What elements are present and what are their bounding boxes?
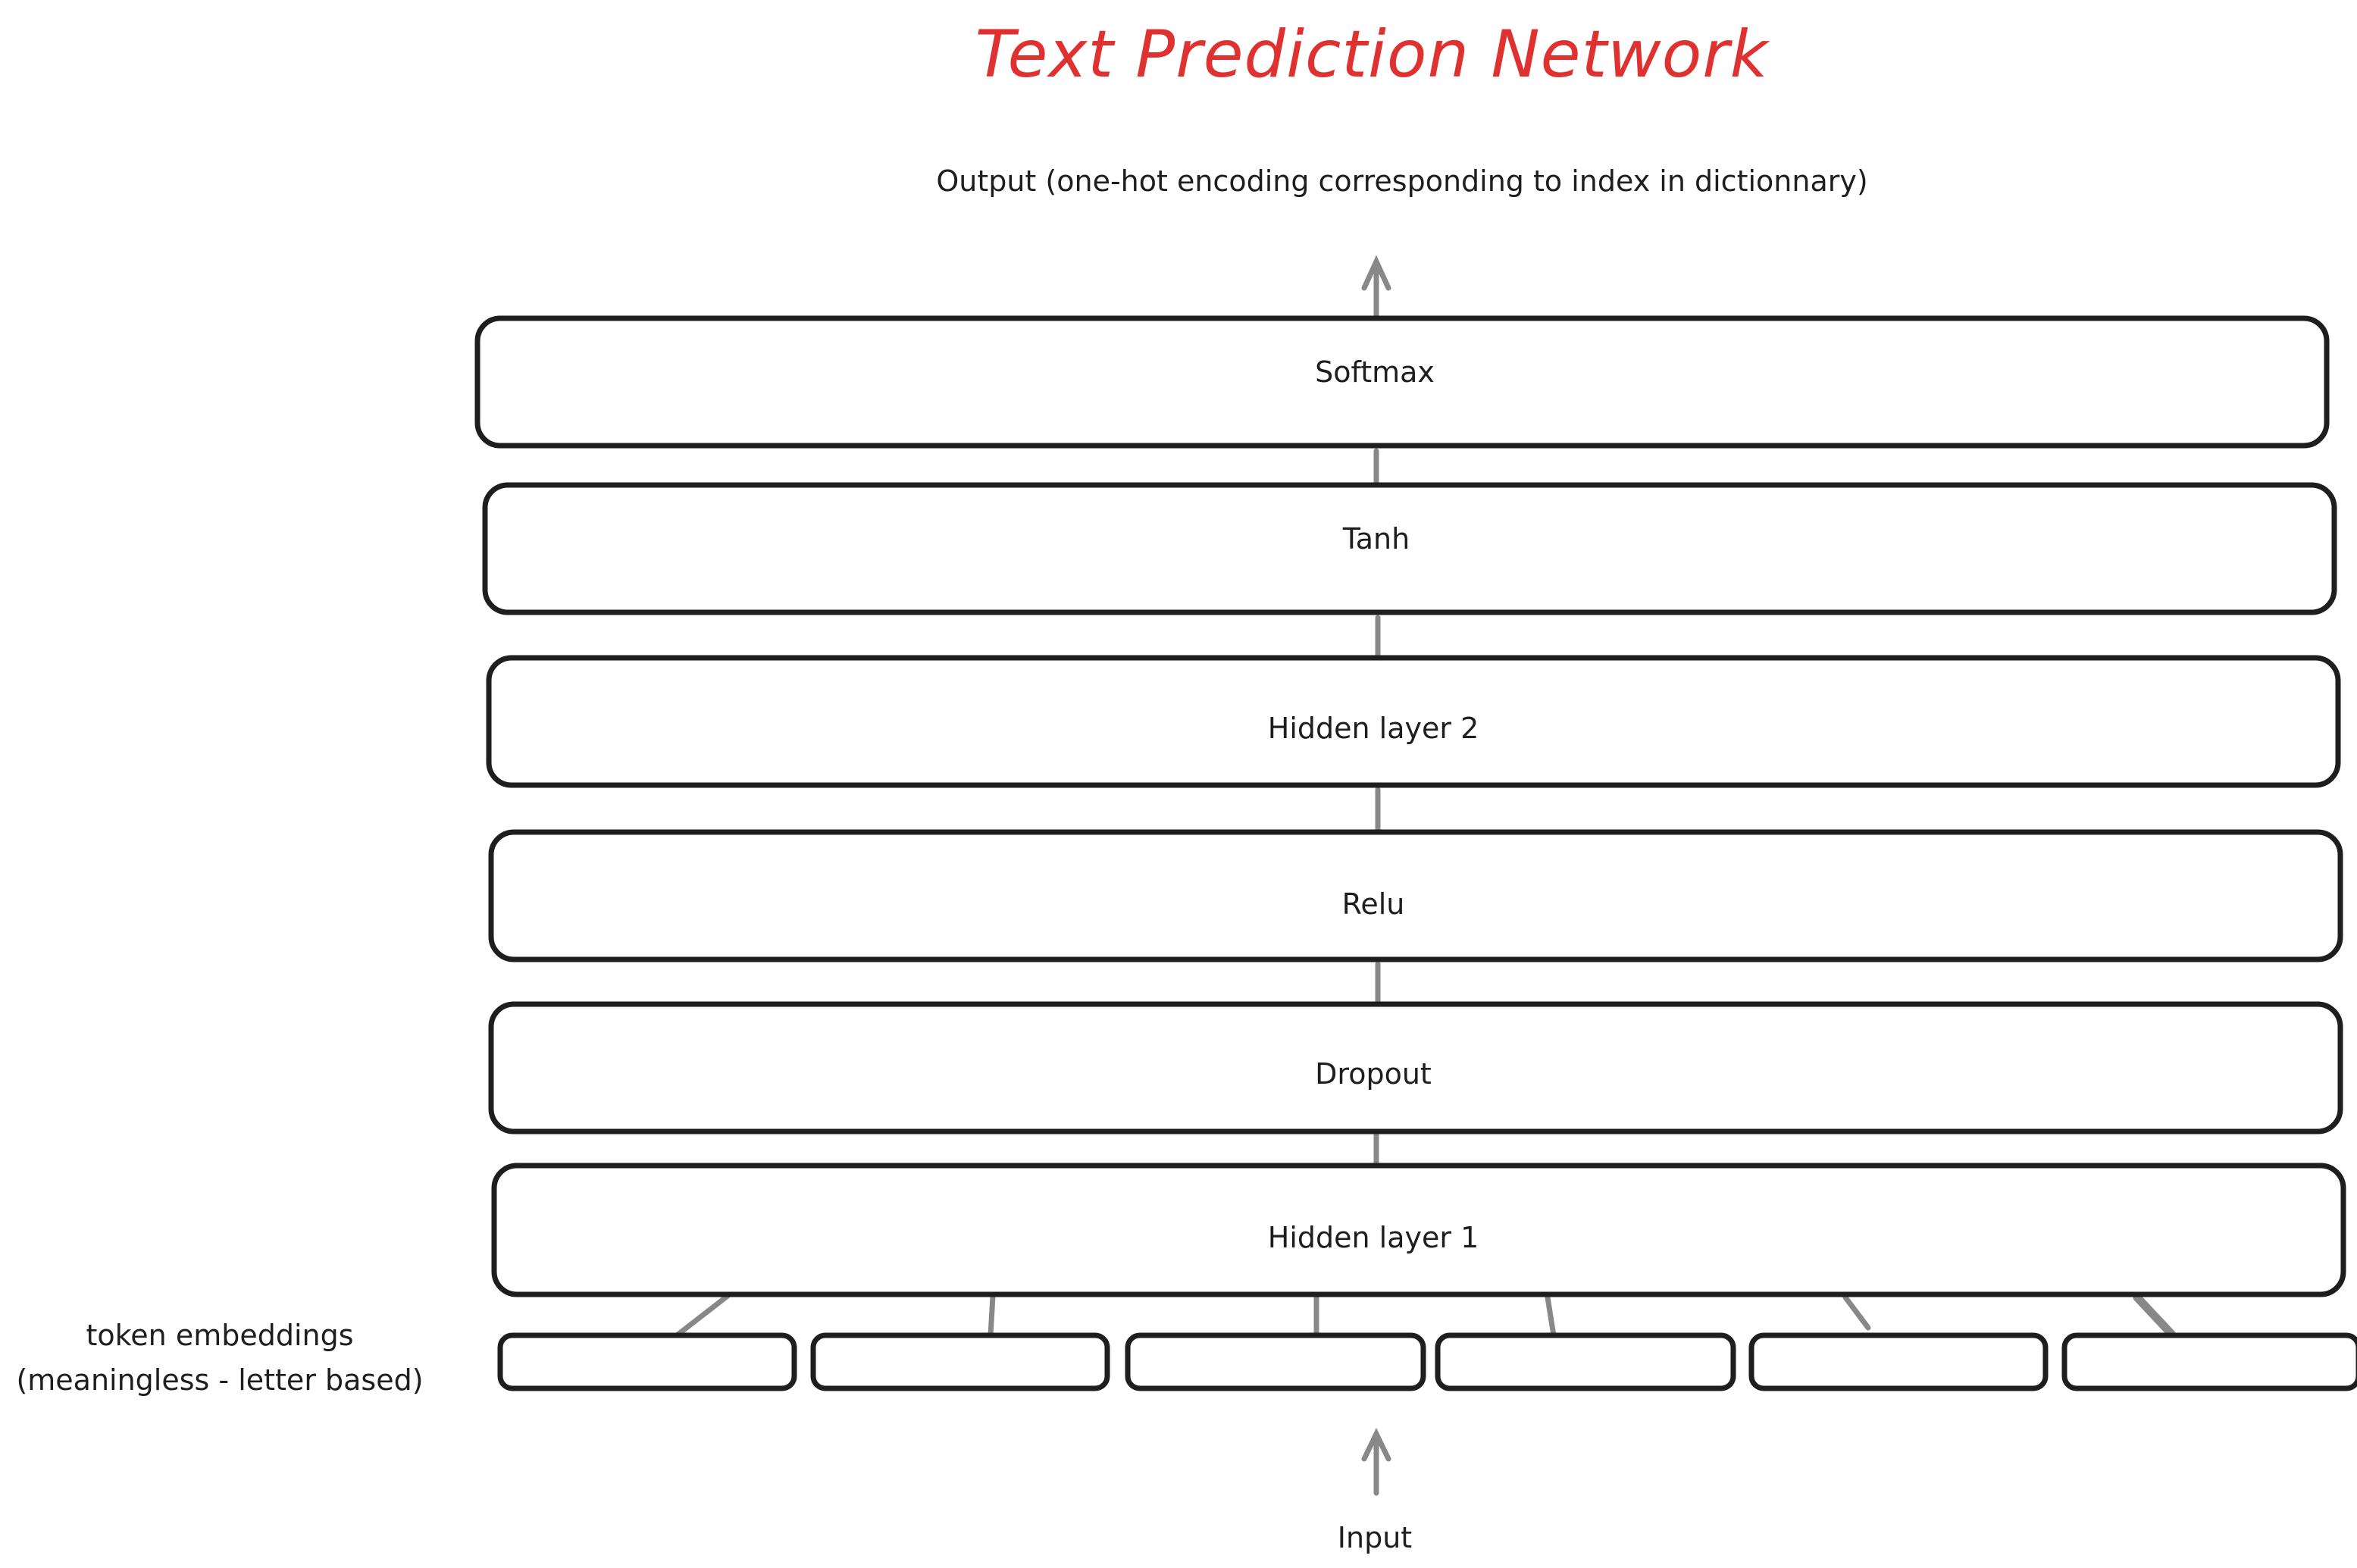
layer-relu-label: Relu: [1341, 887, 1405, 922]
token-embedding-box-6: [2061, 1332, 2357, 1391]
connector-token-2: [988, 1293, 996, 1338]
token-embedding-box-5: [1748, 1332, 2049, 1391]
token-embedding-box-1: [497, 1332, 797, 1391]
layer-box-hidden1: [491, 1163, 2346, 1297]
layer-box-softmax: [474, 315, 2330, 449]
layer-box-hidden2: [486, 655, 2341, 788]
input-arrow-head: [1361, 1427, 1391, 1462]
output-arrow-head: [1361, 255, 1391, 291]
token-embedding-box-4: [1435, 1332, 1736, 1391]
layer-hidden1-label: Hidden layer 1: [1267, 1221, 1479, 1255]
layer-box-relu: [488, 829, 2343, 962]
connector-token-1: [674, 1293, 731, 1338]
token-embedding-box-2: [810, 1332, 1110, 1391]
layer-dropout-label: Dropout: [1315, 1057, 1432, 1091]
layer-tanh-label: Tanh: [1342, 522, 1410, 556]
token-embeddings-line2: (meaningless - letter based): [16, 1363, 424, 1397]
connector-token-6: [2133, 1293, 2176, 1338]
connector-token-4: [1545, 1294, 1557, 1338]
layer-box-dropout: [488, 1001, 2343, 1135]
token-embeddings-line1: token embeddings: [86, 1319, 354, 1353]
connector-token-5: [1842, 1294, 1871, 1331]
output-label: Output (one-hot encoding corresponding t…: [936, 164, 1868, 199]
token-embedding-box-3: [1125, 1332, 1426, 1391]
token-embeddings-note: token embeddings (meaningless - letter b…: [16, 1313, 423, 1403]
layer-softmax-label: Softmax: [1315, 355, 1435, 390]
layer-hidden2-label: Hidden layer 2: [1267, 712, 1479, 746]
layer-box-tanh: [482, 482, 2337, 615]
input-label: Input: [1337, 1521, 1413, 1555]
diagram-title: Text Prediction Network: [975, 17, 1769, 92]
